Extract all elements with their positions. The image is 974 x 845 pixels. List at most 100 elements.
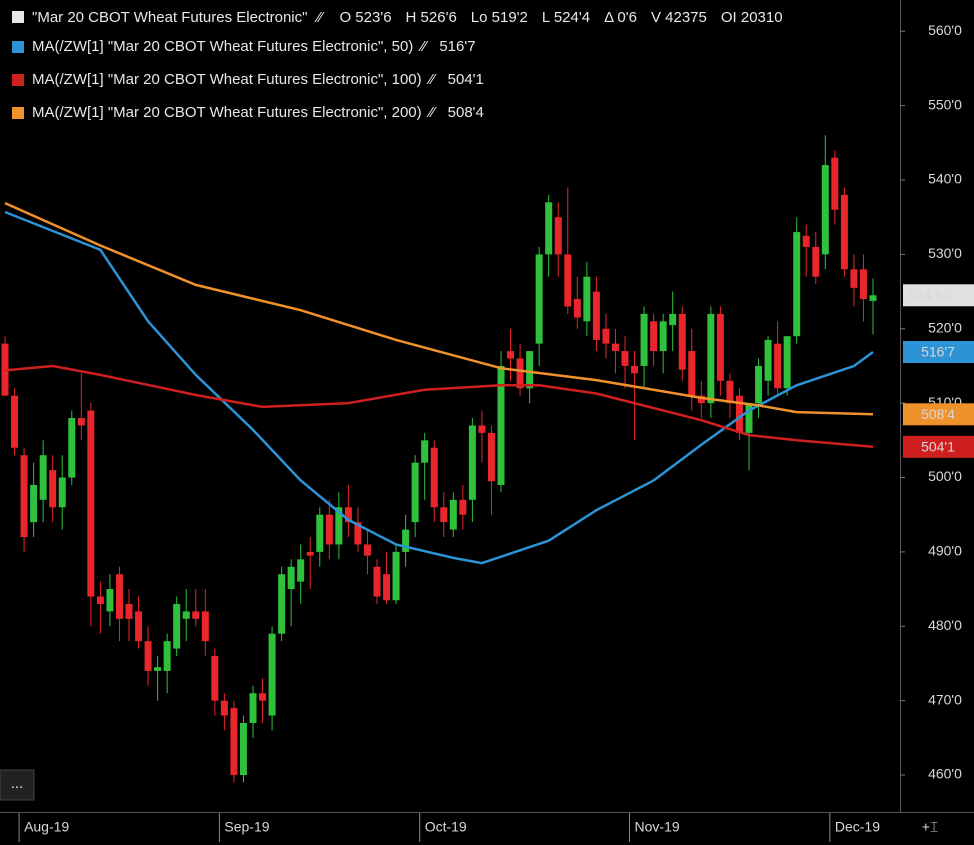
candle-body [707, 313, 715, 404]
candle-body [354, 522, 362, 545]
candle-body [268, 633, 276, 716]
candle-body [11, 395, 19, 448]
candle-body [487, 432, 495, 482]
candle-body [621, 351, 629, 366]
candle-body [135, 611, 143, 642]
candle-body [526, 351, 534, 389]
candle-body [783, 336, 791, 389]
menu-button[interactable] [0, 769, 35, 801]
chart-title: "Mar 20 CBOT Wheat Futures Electronic" [32, 9, 307, 26]
legend-label: MA(/ZW[1] "Mar 20 CBOT Wheat Futures Ele… [32, 71, 422, 88]
candle-body [850, 269, 858, 288]
candle-body [802, 235, 810, 247]
candle-body [726, 380, 734, 404]
y-tick-label: 560'0 [928, 22, 962, 38]
candle-body [602, 328, 610, 344]
candle-body [58, 477, 66, 508]
candle-body [564, 254, 572, 307]
candle-body [831, 157, 839, 210]
candle-body [497, 365, 505, 485]
legend-icon: ⁄⁄ [417, 38, 429, 55]
candle-body [96, 596, 104, 604]
candle-body [30, 484, 38, 523]
candle-body [49, 470, 57, 508]
candle-body [507, 351, 515, 359]
legend-value: 508'4 [448, 104, 484, 121]
y-tick-label: 500'0 [928, 468, 962, 484]
y-tick-label: 490'0 [928, 543, 962, 559]
candle-body [106, 589, 114, 612]
y-tick-label: 550'0 [928, 96, 962, 112]
x-tick-label: Nov-19 [635, 819, 680, 835]
legend-icon: ⁄⁄ [426, 71, 438, 88]
x-tick-label: Dec-19 [835, 819, 880, 835]
candle-body [745, 403, 753, 433]
legend-label: MA(/ZW[1] "Mar 20 CBOT Wheat Futures Ele… [32, 104, 422, 121]
header-stat: Δ 0'6 [604, 9, 637, 26]
candle-body [163, 641, 171, 671]
candle-body [611, 343, 619, 352]
candle-body [659, 321, 667, 352]
legend-swatch [12, 41, 24, 53]
candle-body [287, 566, 295, 590]
y-tick-label: 470'0 [928, 691, 962, 707]
candle-body [383, 574, 391, 601]
candle-body [764, 339, 772, 381]
candle-body [335, 507, 343, 545]
candle-body [592, 291, 600, 340]
candle-body [344, 507, 352, 523]
y-tick-label: 520'0 [928, 319, 962, 335]
candle-body [516, 358, 524, 389]
zoom-icon[interactable]: +⌶ [922, 819, 939, 835]
candle-body [173, 603, 181, 649]
candle-body [840, 194, 848, 270]
candle-body [201, 611, 209, 642]
candle-body [669, 313, 677, 326]
candle-body [640, 313, 648, 366]
overlay: "Mar 20 CBOT Wheat Futures Electronic" .… [0, 9, 974, 835]
candle-body [430, 447, 438, 508]
price-tag-label: 508'4 [921, 406, 955, 422]
candle-body [373, 566, 381, 597]
candle-body [220, 700, 228, 716]
candle-body [115, 574, 123, 619]
menu-icon[interactable]: ... [11, 775, 24, 792]
candle-body [459, 499, 467, 515]
header-stat: L 524'4 [542, 9, 590, 26]
last-price-label: 524.50 [908, 287, 951, 303]
candle-body [211, 656, 219, 701]
candle-body [192, 611, 200, 619]
candle-body [716, 313, 724, 381]
candle-body [573, 299, 581, 318]
candle-body [297, 559, 305, 582]
candle-body [144, 641, 152, 671]
symbol-swatch [12, 11, 24, 23]
candle-body [325, 514, 333, 545]
candle-body [154, 667, 162, 671]
candle-body [793, 232, 801, 337]
candle-body [249, 693, 257, 723]
candle-body [869, 295, 877, 301]
header-stat: OI 20310 [721, 9, 783, 26]
candle-body [363, 544, 371, 556]
candle-body [678, 313, 686, 370]
candle-body [554, 217, 562, 255]
last-price-tag [903, 284, 974, 307]
candle-body [39, 455, 47, 500]
candle-body [545, 202, 553, 255]
y-tick-label: 460'0 [928, 766, 962, 782]
ma-line [4, 364, 874, 449]
candle-body [583, 276, 591, 322]
candle-body [278, 574, 286, 634]
candle-body [392, 551, 400, 601]
header-stat: O 523'6 [339, 9, 391, 26]
x-tick-label: Aug-19 [24, 819, 69, 835]
header-icon: ⁄⁄ [313, 9, 325, 26]
candle-body [478, 425, 486, 433]
candle-body [735, 395, 743, 433]
candle-body [316, 514, 324, 552]
legend-icon: ⁄⁄ [426, 104, 438, 121]
